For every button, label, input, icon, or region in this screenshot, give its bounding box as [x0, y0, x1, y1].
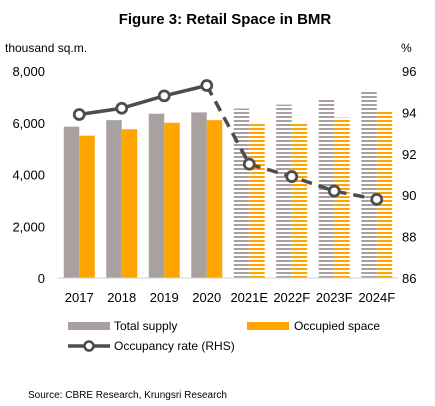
- occupancy-point: [157, 89, 171, 103]
- x-tick-label: 2021E: [230, 290, 268, 305]
- left-tick-label: 6,000: [12, 116, 45, 131]
- bar-occupied-space: [334, 117, 350, 278]
- left-tick-label: 0: [38, 271, 45, 286]
- left-tick-label: 4,000: [12, 168, 45, 183]
- right-tick-label: 90: [402, 188, 416, 203]
- x-tick-label: 2024F: [358, 290, 395, 305]
- occupancy-point: [370, 192, 384, 206]
- bar-occupied-space: [291, 122, 308, 278]
- right-tick-label: 96: [402, 64, 416, 79]
- occupancy-point: [327, 184, 341, 198]
- occupancy-point: [242, 157, 256, 171]
- chart-title: Figure 3: Retail Space in BMR: [119, 11, 332, 28]
- left-axis-ticks: 0 2,000 4,000 6,000 8,000: [12, 64, 45, 286]
- bar-occupied-space: [79, 135, 95, 278]
- right-tick-label: 86: [402, 271, 416, 286]
- legend-label-occupied-space: Occupied space: [294, 319, 380, 333]
- occupancy-point: [115, 101, 129, 115]
- bar-total-supply: [148, 113, 165, 278]
- occupancy-point: [285, 170, 299, 183]
- x-tick-label: 2017: [65, 290, 94, 305]
- left-tick-label: 2,000: [12, 219, 45, 234]
- right-tick-label: 88: [402, 230, 416, 245]
- x-tick-label: 2019: [150, 290, 179, 305]
- legend-label-occupancy-rate: Occupancy rate (RHS): [114, 339, 235, 353]
- bar-occupied-space: [376, 111, 393, 278]
- legend-swatch-occupied-space: [247, 322, 289, 330]
- bar-total-supply: [233, 108, 250, 278]
- left-axis-title: thousand sq.m.: [5, 41, 87, 55]
- right-tick-label: 94: [402, 105, 416, 120]
- bar-total-supply: [106, 120, 122, 278]
- left-tick-label: 8,000: [12, 64, 45, 79]
- bar-total-supply: [276, 104, 292, 278]
- source-note: Source: CBRE Research, Krungsri Research: [28, 390, 227, 401]
- bar-total-supply: [361, 90, 377, 278]
- bar-occupied-space: [164, 122, 180, 278]
- occupancy-point: [72, 108, 86, 121]
- bar-total-supply: [63, 126, 80, 278]
- x-tick-label: 2018: [107, 290, 136, 305]
- right-axis-title: %: [401, 41, 412, 55]
- right-axis-ticks: 86 88 90 92 94 96: [402, 64, 416, 286]
- occupancy-line-actual: [78, 83, 208, 117]
- occupancy-line-group: [72, 79, 384, 206]
- x-axis-labels: 2017 2018 2019 2020 2021E 2022F 2023F 2024F: [65, 290, 395, 305]
- x-tick-label: 2020: [192, 290, 221, 305]
- bar-occupied-space: [121, 129, 138, 278]
- legend-swatch-occupancy-marker: [83, 340, 95, 352]
- occupancy-point: [200, 79, 214, 92]
- legend-swatch-total-supply: [68, 322, 110, 330]
- right-tick-label: 92: [402, 147, 416, 162]
- x-tick-label: 2023F: [316, 290, 353, 305]
- bar-occupied-space: [249, 122, 265, 278]
- legend-label-total-supply: Total supply: [114, 319, 177, 333]
- bar-total-supply: [191, 112, 207, 279]
- legend: Total supply Occupied space Occupancy ra…: [68, 319, 380, 353]
- x-tick-label: 2022F: [273, 290, 310, 305]
- bars-group: [63, 90, 393, 279]
- bar-occupied-space: [206, 120, 223, 278]
